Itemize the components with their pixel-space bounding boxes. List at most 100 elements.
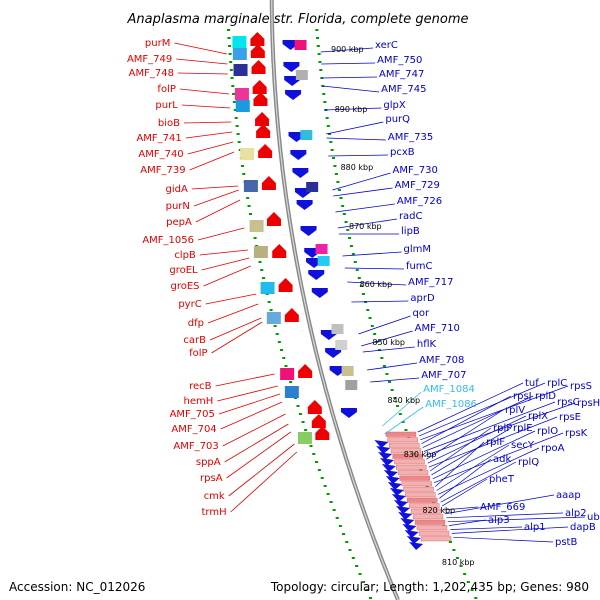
- left-gene-label[interactable]: folP: [189, 348, 207, 359]
- left-gene-label[interactable]: cmk: [204, 491, 225, 502]
- right-gene-label[interactable]: AMF_745: [381, 84, 426, 95]
- cluster-gene-label[interactable]: rplE: [513, 423, 533, 434]
- right-gene-label[interactable]: AMF_710: [415, 323, 460, 334]
- left-gene-label[interactable]: AMF_749: [127, 54, 172, 65]
- right-gene-label[interactable]: AMF_750: [377, 55, 422, 66]
- cluster-gene-label[interactable]: rplQ: [518, 457, 539, 468]
- dot: [312, 453, 316, 455]
- cluster-gene-label[interactable]: rpsJ: [513, 391, 532, 402]
- right-gene-label[interactable]: aprD: [410, 293, 435, 304]
- left-gene-label[interactable]: pyrC: [178, 299, 201, 310]
- right-gene-label[interactable]: AMF_726: [397, 196, 442, 207]
- cluster-gene-label[interactable]: alp2: [565, 508, 587, 519]
- right-gene-label[interactable]: AMF_1084: [423, 384, 475, 395]
- gene-arrow-reverse: [340, 408, 357, 418]
- cluster-gene-label[interactable]: pheT: [489, 474, 515, 485]
- left-gene-label[interactable]: dfp: [188, 318, 204, 329]
- right-connector: [347, 281, 407, 286]
- cluster-gene-label[interactable]: rplC: [547, 378, 567, 389]
- cluster-gene-label[interactable]: AMF_669: [480, 502, 525, 513]
- left-gene-label[interactable]: AMF_739: [140, 165, 185, 176]
- cluster-gene-label[interactable]: alp3: [488, 515, 510, 526]
- cluster-gene-label[interactable]: pstB: [555, 537, 577, 548]
- cluster-gene-label[interactable]: rpsK: [565, 428, 588, 439]
- cluster-gene-label[interactable]: rpsC: [557, 397, 580, 408]
- right-gene-label[interactable]: AMF_747: [379, 69, 424, 80]
- left-gene-label[interactable]: AMF_1056: [142, 235, 194, 246]
- kbp-tick-label: 890 kbp: [335, 105, 368, 114]
- left-gene-label[interactable]: hemH: [184, 396, 214, 407]
- gene-feature: [280, 368, 295, 380]
- left-gene-label[interactable]: trmH: [202, 507, 227, 518]
- left-connector: [211, 321, 263, 354]
- right-gene-label[interactable]: AMF_707: [421, 370, 466, 381]
- right-gene-label[interactable]: AMF_735: [388, 132, 433, 143]
- cluster-gene-label[interactable]: rplO: [537, 426, 558, 437]
- cluster-gene-label[interactable]: rplV: [505, 405, 525, 416]
- cluster-gene-label[interactable]: alp1: [524, 522, 546, 533]
- left-gene-label[interactable]: purN: [166, 201, 190, 212]
- dot: [234, 117, 238, 119]
- right-gene-label[interactable]: lipB: [401, 226, 420, 237]
- right-gene-label[interactable]: AMF_730: [393, 165, 438, 176]
- dot: [448, 541, 452, 543]
- left-gene-label[interactable]: folP: [157, 84, 175, 95]
- dot: [316, 45, 320, 47]
- left-gene-label[interactable]: groES: [170, 281, 199, 292]
- left-gene-label[interactable]: bioB: [158, 118, 180, 129]
- left-gene-label[interactable]: AMF_741: [136, 133, 181, 144]
- left-gene-label[interactable]: AMF_705: [170, 409, 215, 420]
- right-gene-label[interactable]: fumC: [406, 261, 433, 272]
- cluster-gene-label[interactable]: rpsH: [577, 398, 600, 409]
- gene-arrow-reverse: [325, 348, 342, 358]
- kbp-tick-label: 900 kbp: [331, 45, 364, 54]
- right-gene-label[interactable]: pcxB: [390, 147, 415, 158]
- cluster-gene-label[interactable]: adk: [493, 454, 511, 465]
- right-gene-label[interactable]: AMF_717: [408, 277, 453, 288]
- left-gene-label[interactable]: groEL: [169, 265, 198, 276]
- kbp-tick-label: 820 kbp: [423, 506, 456, 515]
- right-gene-label[interactable]: glmM: [404, 244, 432, 255]
- dot: [258, 261, 262, 263]
- left-connector: [209, 317, 262, 341]
- right-gene-label[interactable]: radC: [399, 211, 423, 222]
- right-gene-label[interactable]: AMF_708: [419, 355, 464, 366]
- right-gene-label[interactable]: qor: [413, 308, 430, 319]
- cluster-gene-label[interactable]: secY: [511, 440, 535, 451]
- left-gene-label[interactable]: gidA: [166, 184, 188, 195]
- cluster-gene: [407, 497, 438, 503]
- cluster-gene-label[interactable]: rplD: [535, 391, 556, 402]
- cluster-gene-label[interactable]: tuf: [525, 378, 539, 389]
- left-gene-label[interactable]: carB: [183, 335, 206, 346]
- dot: [237, 141, 241, 143]
- cluster-gene-label[interactable]: rplP: [493, 423, 512, 434]
- cluster-gene-label[interactable]: rpoA: [541, 443, 565, 454]
- right-gene-label[interactable]: xerC: [375, 40, 398, 51]
- left-gene-label[interactable]: pepA: [166, 217, 192, 228]
- left-gene-label[interactable]: AMF_704: [171, 424, 216, 435]
- cluster-gene-label[interactable]: aaap: [556, 490, 581, 501]
- cluster-gene-label[interactable]: rpsE: [559, 412, 581, 423]
- left-gene-label[interactable]: rpsA: [200, 473, 223, 484]
- left-gene-label[interactable]: AMF_703: [173, 441, 218, 452]
- right-gene-label[interactable]: AMF_1086: [425, 399, 477, 410]
- cluster-gene-label[interactable]: dapB: [570, 522, 596, 533]
- cluster-gene-label[interactable]: rplX: [528, 411, 548, 422]
- left-gene-label[interactable]: sppA: [196, 457, 221, 468]
- right-gene-label[interactable]: hflK: [417, 339, 437, 350]
- right-gene-label[interactable]: AMF_729: [395, 180, 440, 191]
- cluster-gene-label[interactable]: ubiA: [587, 512, 600, 523]
- left-gene-label[interactable]: recB: [189, 381, 212, 392]
- left-gene-label[interactable]: AMF_740: [138, 149, 183, 160]
- right-gene-label[interactable]: glpX: [383, 100, 405, 111]
- left-connector: [228, 443, 295, 497]
- left-gene-label[interactable]: purM: [145, 38, 170, 49]
- left-gene-label[interactable]: clpB: [174, 250, 196, 261]
- left-gene-label[interactable]: AMF_748: [129, 68, 174, 79]
- gene-feature: [232, 48, 247, 60]
- left-gene-label[interactable]: purL: [155, 100, 178, 111]
- right-gene-label[interactable]: purQ: [385, 114, 410, 125]
- cluster-gene-label[interactable]: rpsS: [570, 381, 592, 392]
- dot: [351, 253, 355, 255]
- cluster-gene-label[interactable]: rplF: [486, 437, 505, 448]
